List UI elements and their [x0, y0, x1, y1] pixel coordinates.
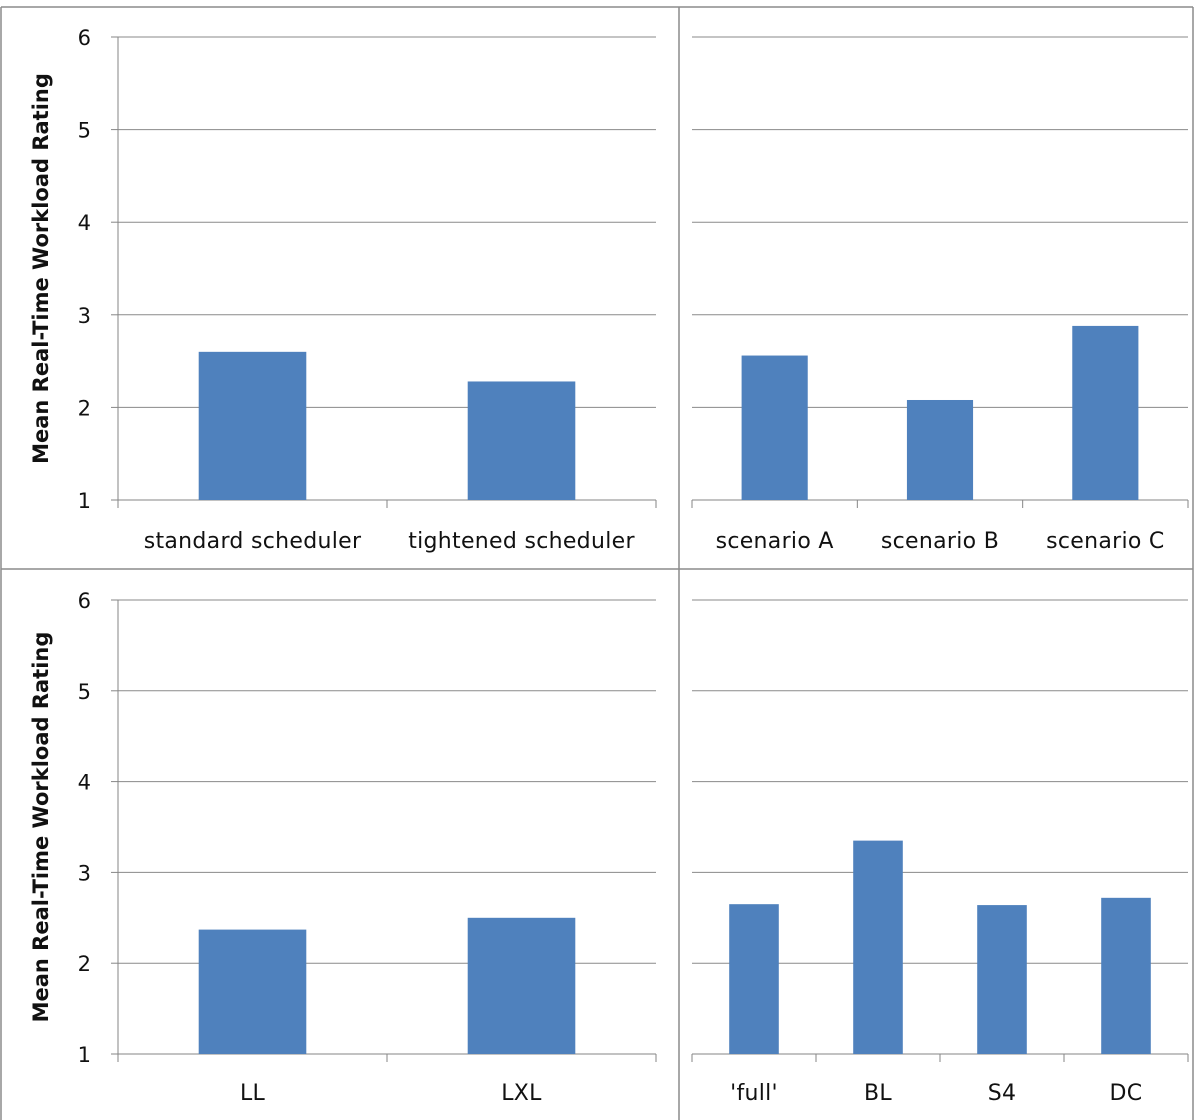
bar-standard-scheduler: [198, 351, 307, 500]
x-category-label: S4: [988, 1081, 1017, 1106]
panel-frame: [0, 6, 1194, 1120]
x-category-label: scenario A: [716, 529, 834, 554]
y-axis-title: Mean Real-Time Workload Rating: [29, 73, 53, 464]
y-tick-label: 1: [78, 489, 91, 513]
y-tick-label: 3: [78, 304, 91, 328]
y-tick-label: 5: [78, 680, 91, 704]
y-tick-label: 4: [78, 771, 91, 795]
bar-scenario-b: [906, 399, 974, 500]
y-tick-label: 2: [78, 952, 91, 976]
y-tick-label: 6: [78, 26, 91, 50]
chart-panel-4: 'full' BL S4 DC: [691, 599, 1189, 1106]
y-tick-label: 1: [78, 1043, 91, 1067]
bar-full: [729, 904, 779, 1054]
bar-scenario-c: [1072, 325, 1139, 500]
chart-panel-1: 1 2 3 4 5 6 standard scheduler tightened schedu…: [29, 26, 657, 554]
y-tick-label: 4: [78, 211, 91, 235]
x-category-label: LL: [240, 1081, 266, 1106]
bar-tightened-scheduler: [467, 381, 576, 500]
x-category-label: BL: [864, 1081, 892, 1106]
x-category-label: standard scheduler: [144, 529, 362, 554]
x-category-label: tightened scheduler: [408, 529, 635, 554]
x-category-label: LXL: [501, 1081, 542, 1106]
bar-bl: [853, 840, 903, 1054]
y-tick-label: 2: [78, 396, 91, 420]
bar-s4: [977, 905, 1027, 1054]
y-tick-label: 5: [78, 119, 91, 143]
bar-dc: [1101, 897, 1151, 1054]
y-tick-label: 6: [78, 589, 91, 613]
x-category-label: scenario C: [1046, 529, 1165, 554]
bar-ll: [198, 929, 307, 1054]
x-category-label: 'full': [730, 1081, 778, 1106]
bar-scenario-a: [741, 355, 808, 500]
x-category-label: scenario B: [881, 529, 999, 554]
chart-panel-2: scenario A scenario B scenario C: [691, 36, 1189, 554]
y-tick-label: 3: [78, 861, 91, 885]
chart-panel-3: 1 2 3 4 5 6 LL LXL Mean Real-Time Workload Ratin…: [29, 589, 657, 1106]
bar-lxl: [467, 917, 576, 1054]
x-category-label: DC: [1110, 1081, 1143, 1106]
y-axis-title: Mean Real-Time Workload Rating: [29, 632, 53, 1023]
